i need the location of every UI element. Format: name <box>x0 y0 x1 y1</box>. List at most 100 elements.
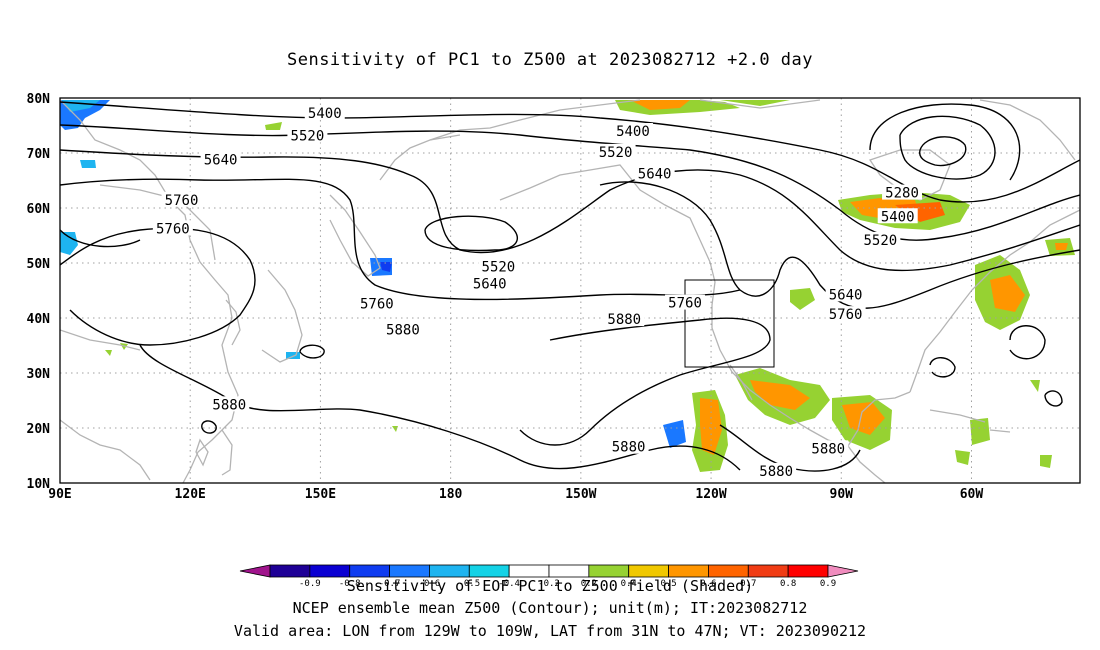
sensitivity-patch <box>895 202 945 222</box>
sensitivity-patch <box>990 275 1025 312</box>
z500-contour <box>1044 390 1063 407</box>
contour-label-bg <box>612 123 653 138</box>
colorbar-segment <box>548 564 590 578</box>
colorbar-tick-label: -0.6 <box>419 579 441 589</box>
colorbar-tick-label: 0.9 <box>820 579 836 589</box>
sensitivity-patch <box>630 100 690 110</box>
sensitivity-patch <box>720 100 790 106</box>
colorbar-segment <box>269 564 311 578</box>
colorbar-lower-extension <box>239 564 271 578</box>
sensitivity-patch <box>380 262 392 272</box>
colorbar-tick-label: 0.4 <box>621 579 637 589</box>
coastline <box>379 134 461 181</box>
sensitivity-patch <box>265 122 282 130</box>
colorbar-segment <box>309 564 351 578</box>
lat-label: 20N <box>27 422 51 437</box>
coastline <box>195 438 209 467</box>
coastline <box>261 269 303 363</box>
contour-label: 5880 <box>386 323 420 339</box>
lon-label: 150E <box>305 487 336 502</box>
contour-label: 5640 <box>829 287 863 303</box>
coastline <box>847 391 911 447</box>
coastline <box>989 429 1011 433</box>
colorbar-segment <box>628 564 669 578</box>
sensitivity-patch <box>750 380 810 410</box>
contour-label: 5400 <box>308 106 342 122</box>
sensitivity-patch <box>700 398 722 455</box>
lon-label: 60W <box>960 487 984 502</box>
contour-label-bg <box>382 321 423 337</box>
z500-contour <box>599 181 1080 309</box>
contour-label-bg <box>209 396 250 412</box>
coastline <box>979 99 1076 161</box>
contour-label: 5280 <box>885 186 919 202</box>
contour-label-bg <box>304 104 345 120</box>
contour-label-bg <box>287 127 328 143</box>
coastline <box>868 149 951 201</box>
colorbar: -0.9 -0.8 -0.7 -0.6 -0.5 -0.4 -0.2 0.2 0.4 0.5 0.6… <box>239 564 859 589</box>
z500-contour <box>60 149 1080 272</box>
lon-label: 180 <box>439 487 463 502</box>
contour-label: 5880 <box>759 464 793 480</box>
lat-label: 70N <box>27 147 51 162</box>
colorbar-segment <box>389 564 430 578</box>
coastline <box>329 194 381 277</box>
lon-label: 120E <box>175 487 206 502</box>
z500-contour <box>869 103 1021 181</box>
sensitivity-patch <box>1040 455 1052 468</box>
contour-label: 5640 <box>473 276 507 292</box>
coastline <box>499 164 701 241</box>
contour-label: 5640 <box>204 153 238 169</box>
colorbar-tick-label: 0.5 <box>660 579 676 589</box>
z500-contour <box>60 227 256 346</box>
z500-contour <box>60 229 141 248</box>
sensitivity-patch <box>1055 243 1068 250</box>
colorbar-segment <box>429 564 470 578</box>
contour-label: 5760 <box>156 221 190 237</box>
footer-valid-area: Valid area: LON from 129W to 109W, LAT f… <box>233 622 867 640</box>
contour-label-bg <box>356 295 397 311</box>
contour-label: 5520 <box>599 145 633 161</box>
sensitivity-patch <box>105 350 112 356</box>
coastline <box>60 419 151 481</box>
contour-label-bg <box>877 208 918 224</box>
coastline <box>221 429 233 476</box>
z500-contour <box>60 124 1080 241</box>
lon-label: 90W <box>830 487 854 502</box>
plot-frame <box>59 97 1081 484</box>
contour-label-bg <box>634 165 675 181</box>
contour-label: 5760 <box>668 296 702 312</box>
contour-label: 5880 <box>212 397 246 413</box>
colorbar-tick-label: -0.9 <box>299 579 321 589</box>
footer-shading-caption: Sensitivity of EOF PC1 to Z500 field (Sh… <box>346 577 754 595</box>
lon-label: 120W <box>695 487 726 502</box>
z500-contour <box>519 317 771 446</box>
contour-labels: 5400552056405760576054005520564052805400… <box>152 104 923 480</box>
sensitivity-patch <box>842 402 885 435</box>
colorbar-segment <box>747 564 789 578</box>
colorbar-tick-label: -0.5 <box>458 579 480 589</box>
sensitivity-patch <box>970 418 990 445</box>
sensitivity-patch <box>80 160 96 168</box>
contour-label-bg <box>825 306 866 322</box>
coastline <box>909 241 1031 393</box>
contour-label: 5760 <box>165 193 199 209</box>
coastline <box>1029 209 1080 243</box>
contour-label-bg <box>152 220 193 236</box>
contour-label-bg <box>604 311 645 327</box>
z500-contour <box>929 357 956 378</box>
contour-label-bg <box>665 294 706 310</box>
contour-label-bg <box>161 191 202 207</box>
lon-label: 150W <box>565 487 596 502</box>
colorbar-segment <box>349 564 390 578</box>
contour-label: 5520 <box>482 259 516 275</box>
contour-label-bg <box>825 286 866 302</box>
coastline <box>929 409 986 423</box>
lat-label: 80N <box>27 92 51 107</box>
lat-label: 30N <box>27 367 51 382</box>
contour-label-bg <box>200 151 241 167</box>
contour-label: 5880 <box>612 440 646 456</box>
colorbar-segment <box>508 564 550 578</box>
lat-label: 10N <box>27 477 51 492</box>
